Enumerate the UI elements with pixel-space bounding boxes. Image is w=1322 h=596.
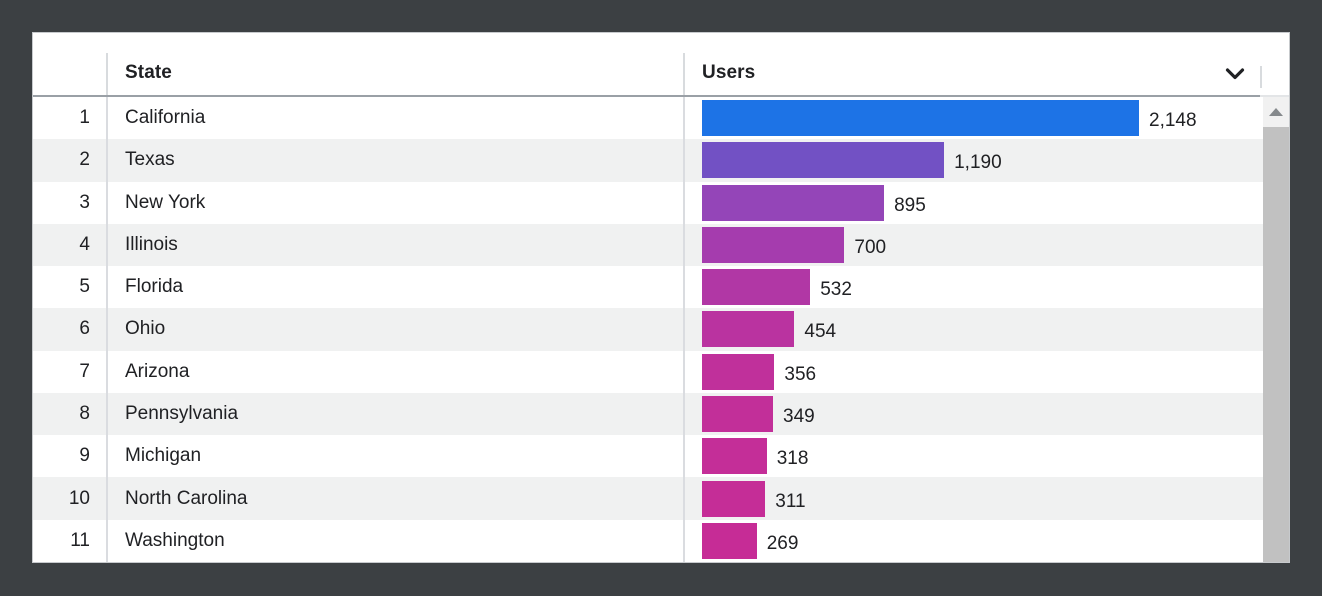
row-rank: 7	[79, 360, 90, 382]
state-cell: New York	[106, 181, 683, 224]
user-count-label: 269	[766, 532, 799, 554]
user-count-bar	[702, 353, 775, 390]
row-rank: 10	[68, 487, 90, 509]
state-label: North Carolina	[125, 487, 248, 509]
user-count-bar	[702, 226, 845, 263]
user-count-bar	[702, 395, 773, 432]
table-row: 8 Pennsylvania 349	[33, 392, 1289, 436]
row-rank: 2	[79, 149, 90, 171]
user-count-bar	[702, 184, 885, 221]
state-cell: Florida	[106, 266, 683, 309]
state-cell: Illinois	[106, 223, 683, 267]
vertical-scrollbar[interactable]	[1263, 97, 1289, 562]
table-row: 4 Illinois 700	[33, 223, 1289, 267]
user-count-bar	[702, 269, 811, 306]
state-label: New York	[125, 191, 206, 213]
table-body: 1 California 2,148 2 Texas 1,190 3 New Y…	[33, 97, 1289, 562]
table-row: 11 Washington 269	[33, 519, 1289, 562]
scrollbar-thumb[interactable]	[1263, 127, 1289, 562]
state-label: Washington	[125, 529, 225, 551]
row-rank: 6	[79, 318, 90, 340]
state-label: Arizona	[125, 360, 190, 382]
user-count-label: 2,148	[1149, 110, 1197, 132]
user-count-label: 349	[783, 405, 815, 427]
user-count-label: 454	[804, 321, 837, 343]
state-label: Pennsylvania	[125, 402, 239, 424]
users-cell: 356	[683, 350, 1260, 393]
users-cell: 454	[683, 308, 1260, 351]
state-cell: Michigan	[106, 435, 683, 478]
users-cell: 349	[683, 392, 1260, 436]
state-cell: North Carolina	[106, 477, 683, 520]
state-label: Illinois	[125, 233, 178, 255]
column-divider	[683, 53, 685, 95]
header-state-column[interactable]: State	[106, 33, 683, 97]
user-count-label: 356	[784, 363, 817, 385]
table-row: 6 Ohio 454	[33, 308, 1289, 351]
state-cell: Arizona	[106, 350, 683, 393]
row-rank: 5	[79, 276, 90, 298]
table-row: 1 California 2,148	[33, 97, 1289, 140]
chevron-down-icon[interactable]	[1225, 68, 1245, 80]
table-row: 2 Texas 1,190	[33, 139, 1289, 182]
user-count-bar	[702, 142, 945, 179]
users-cell: 2,148	[683, 97, 1260, 140]
row-rank: 1	[79, 107, 90, 129]
column-divider	[1260, 66, 1262, 88]
row-rank: 8	[79, 402, 90, 424]
column-divider	[106, 53, 108, 95]
state-label: California	[125, 107, 206, 129]
state-cell: Ohio	[106, 308, 683, 351]
header-users-column[interactable]: Users	[683, 33, 1260, 97]
state-cell: Pennsylvania	[106, 392, 683, 436]
table-row: 5 Florida 532	[33, 266, 1289, 309]
state-label: Texas	[125, 149, 175, 171]
table-row: 9 Michigan 318	[33, 435, 1289, 478]
row-rank: 9	[79, 445, 90, 467]
users-cell: 1,190	[683, 139, 1260, 182]
users-cell: 895	[683, 181, 1260, 224]
table-header: State Users	[33, 33, 1289, 97]
user-count-bar	[702, 522, 757, 559]
header-scrollbar-gutter	[1260, 33, 1289, 97]
user-count-label: 318	[776, 448, 809, 470]
table-row: 10 North Carolina 311	[33, 477, 1289, 520]
row-rank: 3	[79, 191, 90, 213]
header-rank-column	[33, 33, 106, 97]
user-count-label: 311	[775, 490, 806, 512]
scroll-up-button[interactable]	[1263, 97, 1289, 127]
state-label: Michigan	[125, 445, 202, 467]
state-cell: California	[106, 97, 683, 140]
state-cell: Washington	[106, 519, 683, 562]
row-rank: 11	[70, 529, 90, 551]
state-cell: Texas	[106, 139, 683, 182]
user-count-bar	[702, 311, 795, 348]
users-cell: 700	[683, 223, 1260, 267]
state-label: Florida	[125, 276, 184, 298]
user-count-label: 700	[854, 236, 887, 258]
state-column-label: State	[125, 62, 172, 83]
user-count-label: 1,190	[954, 152, 1002, 174]
users-cell: 318	[683, 435, 1260, 478]
table-row: 7 Arizona 356	[33, 350, 1289, 393]
user-count-bar	[702, 480, 766, 517]
users-column-label: Users	[702, 62, 756, 83]
scroll-up-arrow-icon	[1269, 108, 1283, 116]
user-count-label: 895	[894, 194, 926, 216]
users-cell: 532	[683, 266, 1260, 309]
state-label: Ohio	[125, 318, 166, 340]
user-count-bar	[702, 438, 767, 475]
users-cell: 311	[683, 477, 1260, 520]
user-count-label: 532	[820, 279, 852, 301]
table-row: 3 New York 895	[33, 181, 1289, 224]
row-rank: 4	[79, 233, 90, 255]
users-cell: 269	[683, 519, 1260, 562]
user-count-bar	[702, 100, 1139, 137]
data-table-panel: State Users 1 California 2,148 2 Texas	[33, 33, 1289, 562]
